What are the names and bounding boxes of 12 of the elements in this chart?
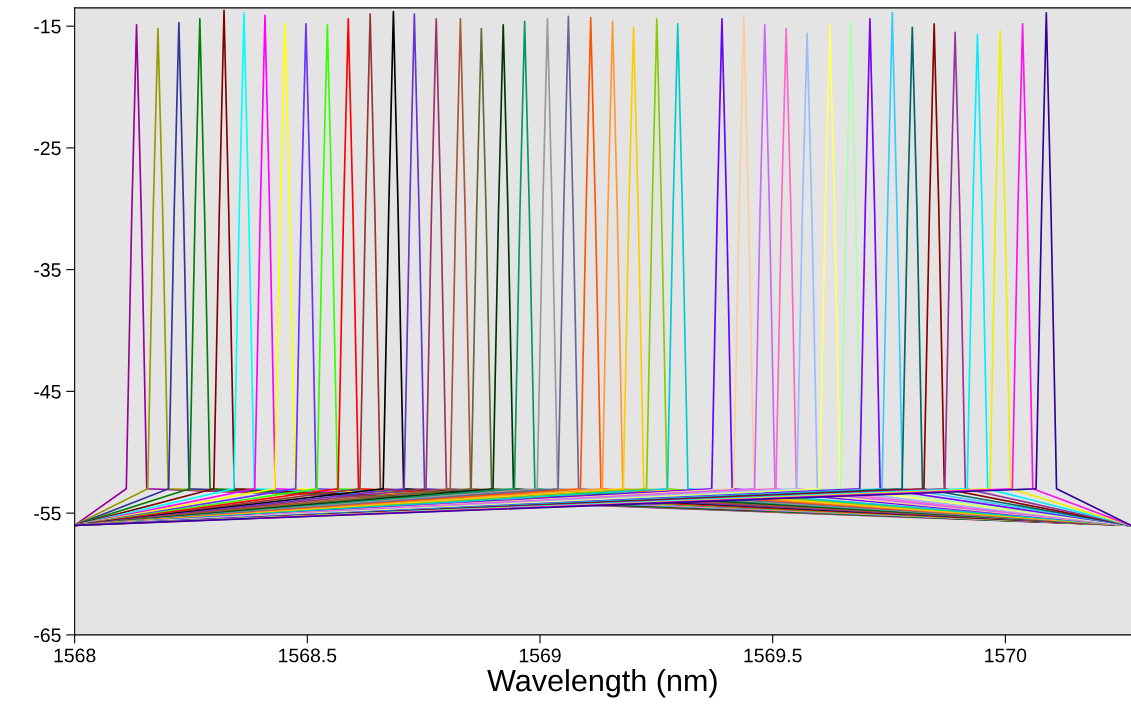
- x-axis-title: Wavelength (nm): [487, 668, 717, 698]
- y-tick-label: -55: [34, 506, 61, 521]
- x-tick-label: 1569.5: [744, 648, 802, 663]
- x-tick-label: 1570: [985, 648, 1027, 663]
- y-tick-label: -15: [34, 19, 61, 34]
- x-tick-label: 1568.5: [279, 648, 337, 663]
- y-tick-label: -65: [34, 628, 61, 643]
- y-tick-label: -25: [34, 141, 61, 156]
- x-tick-label: 1568: [54, 648, 96, 663]
- y-tick-label: -45: [34, 385, 61, 399]
- x-tick-label: 1569: [519, 648, 561, 663]
- y-tick-label: -35: [34, 263, 61, 277]
